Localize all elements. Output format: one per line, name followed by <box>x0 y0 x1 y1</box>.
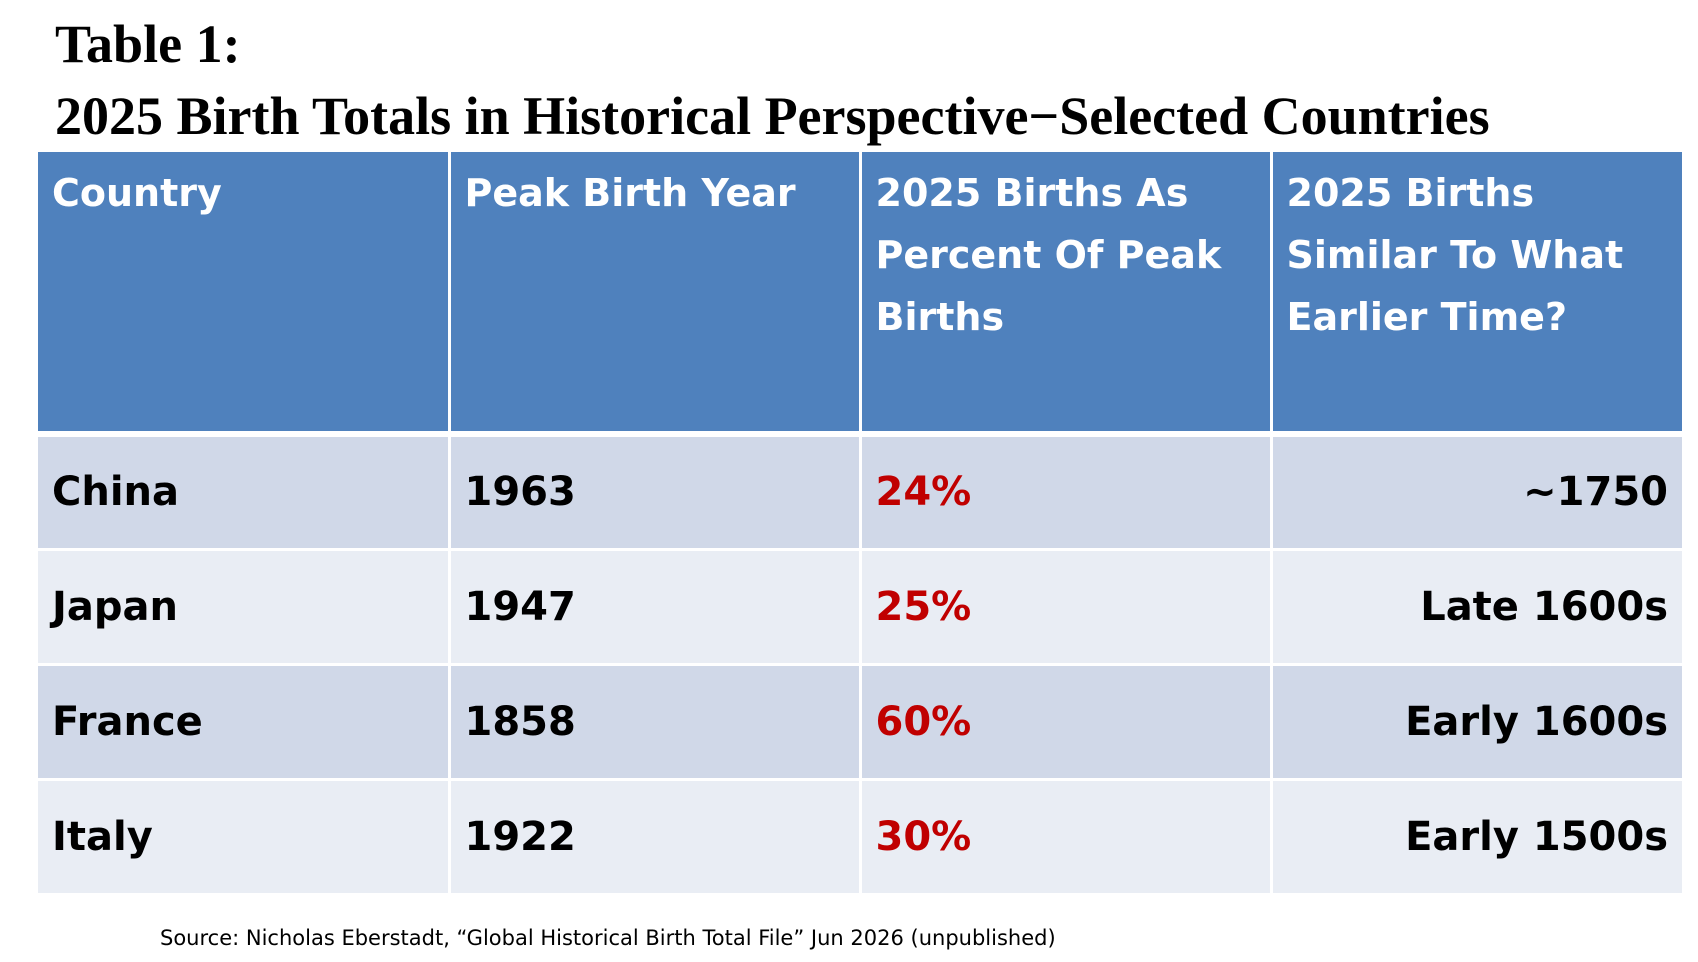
header-peak-birth-year: Peak Birth Year <box>449 152 862 437</box>
cell-percent: 60% <box>860 664 1273 781</box>
cell-earlier-time: ~1750 <box>1271 434 1682 551</box>
table-row: France 1858 60% Early 1600s <box>38 664 1682 781</box>
title-line-1: Table 1: <box>55 14 241 74</box>
cell-peak-year: 1947 <box>449 549 862 666</box>
table-header-row: Country Peak Birth Year 2025 Births As P… <box>38 152 1682 437</box>
table-title: Table 1: 2025 Birth Totals in Historical… <box>55 8 1675 152</box>
cell-peak-year: 1963 <box>449 434 862 551</box>
header-percent-of-peak: 2025 Births As Percent Of Peak Births <box>860 152 1273 437</box>
table-row: Italy 1922 30% Early 1500s <box>38 779 1682 896</box>
cell-percent: 30% <box>860 779 1273 896</box>
cell-country: Italy <box>38 779 451 896</box>
cell-earlier-time: Early 1500s <box>1271 779 1682 896</box>
header-country: Country <box>38 152 451 437</box>
table-row: Japan 1947 25% Late 1600s <box>38 549 1682 666</box>
cell-peak-year: 1922 <box>449 779 862 896</box>
header-similar-earlier-time: 2025 Births Similar To What Earlier Time… <box>1271 152 1682 437</box>
birth-totals-table: Country Peak Birth Year 2025 Births As P… <box>38 152 1682 896</box>
cell-peak-year: 1858 <box>449 664 862 781</box>
cell-percent: 24% <box>860 434 1273 551</box>
cell-country: China <box>38 434 451 551</box>
cell-percent: 25% <box>860 549 1273 666</box>
title-line-2: 2025 Birth Totals in Historical Perspect… <box>55 86 1490 146</box>
cell-earlier-time: Early 1600s <box>1271 664 1682 781</box>
source-note: Source: Nicholas Eberstadt, “Global Hist… <box>160 926 1056 950</box>
cell-country: France <box>38 664 451 781</box>
cell-country: Japan <box>38 549 451 666</box>
cell-earlier-time: Late 1600s <box>1271 549 1682 666</box>
table-row: China 1963 24% ~1750 <box>38 434 1682 551</box>
